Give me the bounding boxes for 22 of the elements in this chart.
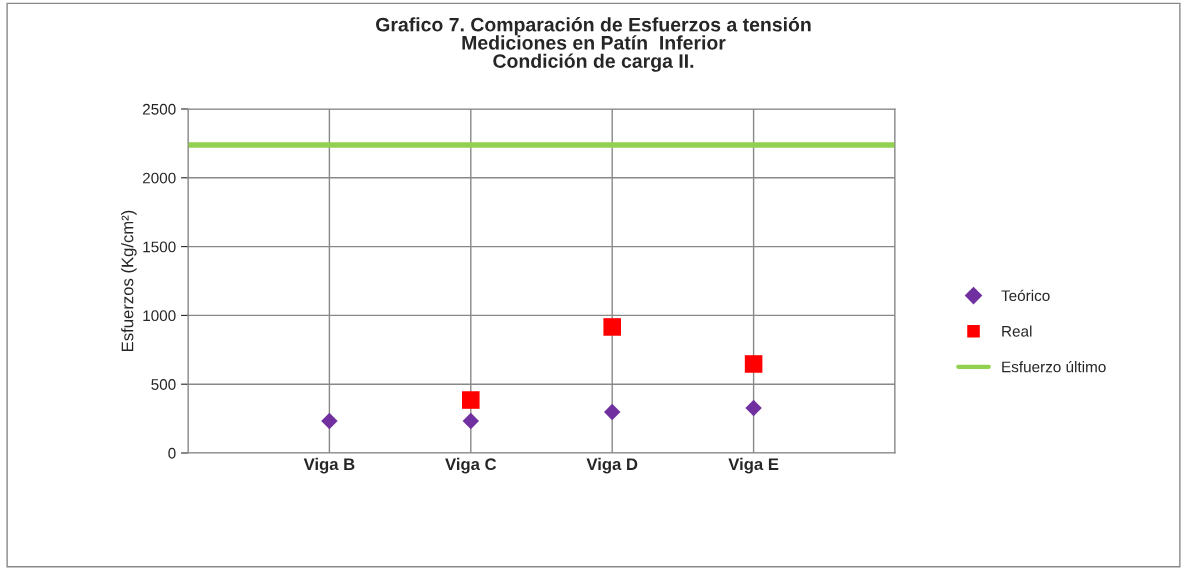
x-tick-label: Viga C (445, 457, 497, 474)
legend-label: Real (1002, 325, 1032, 337)
point (745, 399, 762, 417)
point (744, 355, 763, 373)
point (462, 391, 480, 409)
y-tick-label: 2000 (142, 172, 176, 184)
point (462, 412, 480, 430)
chart-title: Grafico 7. Comparación de Esfuerzos a tensión Mediciones en Patín Inferior Condición de carga II. (376, 17, 811, 72)
x-tick-label: Viga B (303, 457, 355, 474)
y-tick-label: 0 (168, 447, 176, 459)
y-tick-label: 500 (151, 379, 176, 390)
y-tick-label: 2500 (142, 103, 176, 115)
x-tick-label: Viga E (728, 457, 779, 474)
legend-label: Teórico (1001, 289, 1050, 302)
x-tick-label: Viga D (586, 457, 638, 474)
point (321, 412, 338, 430)
y-tick-label: 1500 (143, 241, 176, 253)
y-axis-title: Esfuerzos (Kg/cm²) (121, 210, 137, 351)
legend-label: Esfuerzo último (1002, 360, 1106, 373)
point (603, 403, 621, 421)
point (603, 318, 621, 336)
y-tick-label: 1000 (143, 310, 176, 322)
